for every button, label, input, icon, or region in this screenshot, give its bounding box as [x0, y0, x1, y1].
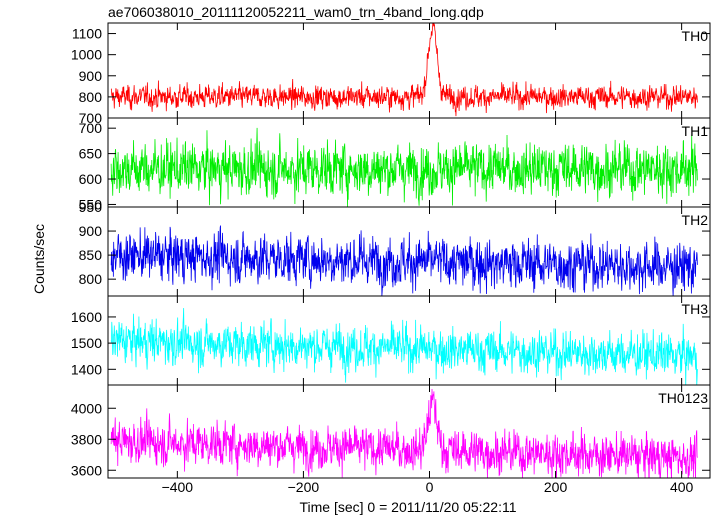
- panel-label-th1: TH1: [682, 123, 709, 139]
- x-tick-label: −200: [288, 479, 320, 495]
- y-tick-label: 800: [79, 271, 103, 287]
- y-tick-label: 700: [79, 110, 103, 126]
- y-tick-label: 900: [79, 68, 103, 84]
- panel-label-th0: TH0: [682, 28, 709, 44]
- panel-th3: 1400 1500 1600 TH3: [71, 295, 711, 386]
- panel-label-th3: TH3: [682, 301, 709, 317]
- y-tick-label: 550: [79, 196, 103, 212]
- series-line-th0: [110, 23, 698, 117]
- y-tick-label: 1600: [71, 309, 102, 325]
- y-tick-label: 1100: [72, 26, 102, 42]
- y-tick-label: 700: [79, 120, 103, 136]
- y-tick-label: 650: [79, 146, 103, 162]
- series-line-th3: [110, 308, 698, 385]
- panels: 700 800 900 1000 1100 TH0 550 600 650 700 TH1 800 85…: [71, 22, 711, 479]
- x-tick-label: 0: [426, 479, 434, 495]
- panel-th0: 700 800 900 1000 1100 TH0: [71, 22, 711, 126]
- panel-label-th0123: TH0123: [658, 390, 708, 406]
- y-tick-label: 1500: [71, 335, 102, 351]
- y-tick-label: 3800: [71, 431, 102, 447]
- y-axis-label: Counts/sec: [31, 224, 47, 294]
- y-tick-label: 900: [79, 223, 103, 239]
- panel-th2: 800 850 900 950 TH2: [79, 199, 711, 297]
- series-line-th2: [110, 225, 698, 296]
- panel-frame: [107, 384, 711, 479]
- y-tick-label: 600: [79, 171, 103, 187]
- x-tick-label: −400: [162, 479, 194, 495]
- series-line-th0123: [110, 388, 698, 478]
- x-axis-label: Time [sec] 0 = 2011/11/20 05:22:11: [299, 499, 516, 515]
- y-tick-label: 800: [79, 89, 103, 105]
- x-axis-ticks: −400 −200 0 200 400: [162, 479, 694, 495]
- series-line-th1: [110, 127, 698, 207]
- panel-th0123: 3600 3800 4000 TH0123: [71, 384, 711, 479]
- x-tick-label: 400: [670, 479, 694, 495]
- y-tick-label: 1400: [71, 361, 102, 377]
- panel-th1: 550 600 650 700 TH1: [79, 117, 711, 212]
- y-tick-label: 850: [79, 247, 103, 263]
- y-tick-label: 4000: [71, 400, 102, 416]
- y-tick-label: 950: [79, 199, 103, 215]
- x-tick-label: 200: [544, 479, 568, 495]
- y-tick-label: 3600: [71, 462, 102, 478]
- chart-title: ae706038010_20111120052211_wam0_trn_4ban…: [108, 4, 484, 20]
- panel-label-th2: TH2: [682, 212, 709, 228]
- y-tick-label: 1000: [71, 47, 102, 63]
